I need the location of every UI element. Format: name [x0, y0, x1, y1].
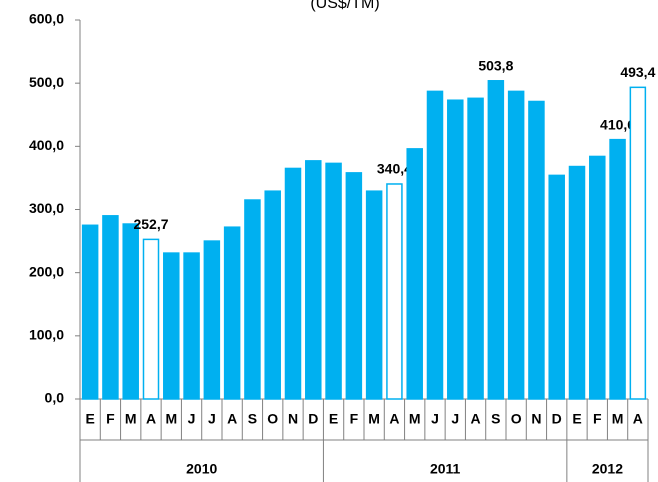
y-tick-label: 500,0: [29, 74, 64, 90]
group-label: 2012: [592, 461, 623, 477]
x-tick-label: F: [106, 411, 115, 427]
x-tick-label: J: [208, 411, 216, 427]
bar: [264, 190, 281, 400]
bar: [345, 172, 363, 400]
bar: [609, 138, 626, 400]
x-tick-label: E: [329, 411, 338, 427]
bar: [467, 97, 484, 400]
x-tick-label: A: [633, 411, 643, 427]
bar: [507, 90, 525, 400]
x-tick-label: A: [471, 411, 481, 427]
x-tick-label: D: [552, 411, 562, 427]
y-tick-label: 0,0: [45, 390, 65, 406]
x-tick-label: O: [511, 411, 522, 427]
bar: [568, 165, 586, 400]
bar: [305, 160, 322, 400]
bar: [81, 224, 99, 400]
x-tick-label: M: [125, 411, 137, 427]
bar: [426, 90, 444, 400]
x-tick-label: M: [409, 411, 421, 427]
group-label: 2010: [186, 461, 217, 477]
x-tick-label: S: [248, 411, 257, 427]
data-label: 493,4: [620, 64, 655, 80]
x-tick-label: F: [593, 411, 602, 427]
x-tick-label: J: [451, 411, 459, 427]
x-tick-label: J: [431, 411, 439, 427]
bar: [163, 252, 180, 400]
y-tick-label: 200,0: [29, 263, 64, 279]
x-tick-label: M: [368, 411, 380, 427]
bar: [142, 238, 160, 400]
bar: [487, 80, 505, 400]
bar: [203, 240, 221, 400]
data-label: 410,6: [600, 116, 635, 132]
bar: [183, 252, 200, 400]
bar: [589, 155, 606, 400]
y-tick-label: 600,0: [29, 11, 64, 27]
bar: [284, 167, 302, 400]
bar: [223, 226, 241, 400]
y-tick-label: 100,0: [29, 327, 64, 343]
data-label: 252,7: [133, 216, 168, 232]
bar: [386, 183, 403, 400]
x-tick-label: N: [288, 411, 298, 427]
x-tick-label: A: [389, 411, 399, 427]
bar: [244, 199, 261, 400]
x-tick-label: O: [267, 411, 278, 427]
bar: [122, 223, 139, 400]
x-tick-label: S: [491, 411, 500, 427]
x-tick-label: M: [612, 411, 624, 427]
y-tick-label: 400,0: [29, 137, 64, 153]
data-label: 340,4: [377, 161, 412, 177]
bar: [528, 100, 545, 400]
x-tick-label: J: [188, 411, 196, 427]
x-tick-label: A: [146, 411, 156, 427]
x-tick-label: F: [350, 411, 359, 427]
x-tick-label: E: [85, 411, 94, 427]
x-tick-label: E: [572, 411, 581, 427]
bar: [365, 190, 383, 400]
x-tick-label: A: [227, 411, 237, 427]
y-tick-label: 300,0: [29, 200, 64, 216]
x-tick-label: M: [165, 411, 177, 427]
chart-title: (US$/TM): [310, 0, 379, 12]
group-label: 2011: [430, 461, 461, 477]
x-tick-label: N: [531, 411, 541, 427]
bar: [325, 162, 342, 400]
bar: [548, 174, 565, 400]
data-label: 503,8: [478, 57, 513, 73]
bar: [102, 215, 119, 400]
bar: [629, 86, 647, 400]
bar: [406, 148, 423, 400]
x-tick-label: D: [308, 411, 318, 427]
bar: [447, 99, 464, 400]
